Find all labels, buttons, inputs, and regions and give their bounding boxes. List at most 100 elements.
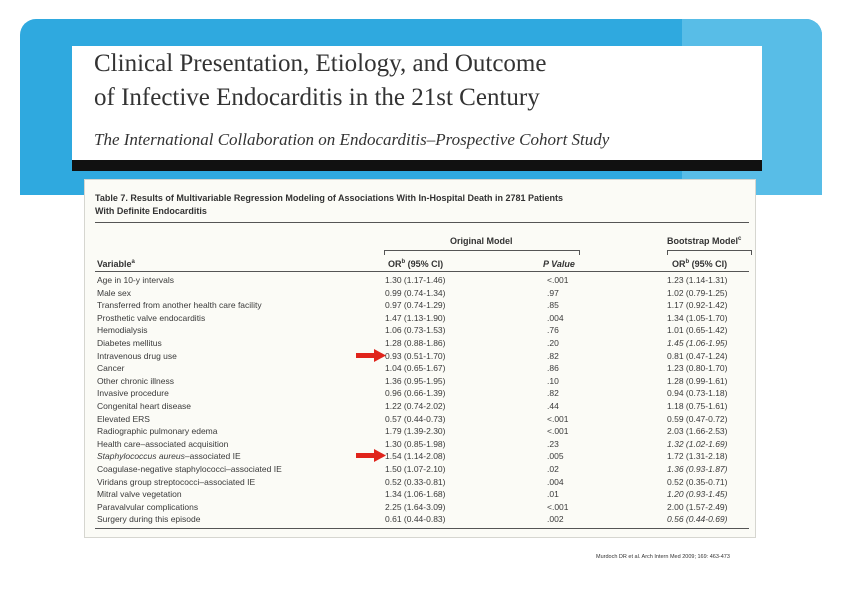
- cell-variable-text: Invasive procedure: [97, 388, 169, 399]
- cell-or: 1.36 (0.95-1.95): [385, 375, 446, 386]
- cell-bootstrap-or: 1.18 (0.75-1.61): [667, 401, 728, 411]
- group-original-bracket: [384, 250, 580, 255]
- group-original-model: Original Model: [450, 236, 513, 246]
- cell-variable: Diabetes mellitus: [97, 338, 162, 348]
- cell-variable-text: Health care–associated acquisition: [97, 438, 229, 449]
- table-row: Radiographic pulmonary edema 1.79 (1.39-2…: [0, 426, 842, 438]
- article-title-line1: Clinical Presentation, Etiology, and Out…: [94, 50, 547, 77]
- cell-variable: Age in 10-y intervals: [97, 275, 174, 285]
- cell-bootstrap-or: 1.01 (0.65-1.42): [667, 325, 728, 336]
- cell-or: 0.61 (0.44-0.83): [385, 514, 446, 525]
- table-row: Prosthetic valve endocarditis 1.47 (1.13-…: [0, 313, 842, 325]
- cell-or: 0.96 (0.66-1.39): [385, 388, 446, 399]
- cell-bootstrap-or: 0.59 (0.47-0.72): [667, 413, 728, 424]
- cell-bootstrap-or: 2.00 (1.57-2.49): [667, 501, 728, 512]
- cell-variable: Other chronic illness: [97, 376, 174, 386]
- table-row: Health care–associated acquisition 1.30 (…: [0, 439, 842, 451]
- cell-p-value: <.001: [547, 275, 569, 285]
- cell-or: 1.04 (0.65-1.67): [385, 363, 446, 374]
- cell-or: 1.54 (1.14-2.08): [385, 451, 446, 462]
- cell-variable-text: Viridans group streptococci–associated I…: [97, 476, 256, 487]
- cell-variable-text: Male sex: [97, 287, 132, 298]
- cell-bootstrap-or: 2.03 (1.66-2.53): [667, 426, 728, 437]
- col-or-label: OR: [388, 259, 402, 269]
- cell-bootstrap-or: 0.56 (0.44-0.69): [667, 514, 728, 525]
- cell-variable: Coagulase-negative staphylococci–associa…: [97, 464, 282, 474]
- table-row: Other chronic illness 1.36 (0.95-1.95) .10…: [0, 376, 842, 388]
- cell-bootstrap-or: 1.23 (0.80-1.70): [667, 363, 728, 374]
- col-variable-label: Variable: [97, 259, 132, 269]
- cell-p-value: .10: [547, 375, 559, 386]
- table-row: Mitral valve vegetation 1.34 (1.06-1.68).…: [0, 489, 842, 501]
- right-arrow-icon: [356, 449, 386, 462]
- cell-variable-text: Cancer: [97, 363, 125, 374]
- header-bottom-rule: [95, 271, 749, 272]
- cell-p-value: .20: [547, 338, 559, 348]
- table-caption-line2: With Definite Endocarditis: [95, 206, 207, 216]
- table-caption: Table 7. Results of Multivariable Regres…: [95, 192, 563, 218]
- table-row: Male sex 0.99 (0.74-1.34) .97 1.02 (0.79-1.…: [0, 288, 842, 300]
- cell-or: 1.22 (0.74-2.02): [385, 401, 446, 411]
- cell-variable: Staphylococcus aureus–associated IE: [97, 451, 241, 461]
- cell-variable-text: Prosthetic valve endocarditis: [97, 312, 206, 323]
- table-caption-line1: Table 7. Results of Multivariable Regres…: [95, 193, 564, 203]
- table-row: Hemodialysis 1.06 (0.73-1.53) .76 1.01 (0.6…: [0, 325, 842, 337]
- cell-variable: Male sex: [97, 288, 131, 298]
- cell-bootstrap-or: 1.32 (1.02-1.69): [667, 438, 728, 449]
- cell-bootstrap-or: 1.36 (0.93-1.87): [667, 464, 728, 474]
- cell-variable-text: Age in 10-y intervals: [97, 275, 175, 285]
- cell-variable: Invasive procedure: [97, 388, 169, 398]
- cell-p-value: .44: [547, 401, 559, 411]
- cell-variable-text: Other chronic illness: [97, 375, 175, 386]
- cell-p-value: <.001: [547, 501, 569, 512]
- cell-or: 1.30 (0.85-1.98): [385, 438, 446, 449]
- cell-p-value: .005: [547, 451, 564, 462]
- cell-bootstrap-or: 1.23 (1.14-1.31): [667, 275, 728, 285]
- table-row: Diabetes mellitus 1.28 (0.88-1.86) .20 1.45…: [0, 338, 842, 350]
- cell-p-value: .01: [547, 489, 559, 500]
- cell-p-value: .97: [547, 287, 559, 298]
- cell-bootstrap-or: 1.45 (1.06-1.95): [667, 338, 728, 348]
- cell-variable-text: Paravalvular complications: [97, 501, 199, 512]
- cell-or: 1.30 (1.17-1.46): [385, 275, 446, 285]
- cell-bootstrap-or: 0.81 (0.47-1.24): [667, 350, 728, 361]
- cell-variable-text: Congenital heart disease: [97, 401, 192, 411]
- table-row: Viridans group streptococci–associated I…: [0, 477, 842, 489]
- cell-bootstrap-or: 1.72 (1.31-2.18): [667, 451, 728, 462]
- col-p-value: P Value: [543, 259, 575, 269]
- col-bootstrap-or: ORb (95% CI): [672, 259, 727, 269]
- col-b-or-label: OR: [672, 259, 686, 269]
- cell-bootstrap-or: 1.34 (1.05-1.70): [667, 312, 728, 323]
- cell-variable: Elevated ERS: [97, 414, 150, 424]
- cell-variable-text: Intravenous drug use: [97, 350, 177, 361]
- cell-p-value: .82: [547, 388, 559, 399]
- table-row: Surgery during this episode 0.61 (0.44-0.…: [0, 514, 842, 526]
- cell-or: 1.28 (0.88-1.86): [385, 338, 446, 348]
- table-row: Age in 10-y intervals 1.30 (1.17-1.46) <.0…: [0, 275, 842, 287]
- cell-variable: Congenital heart disease: [97, 401, 191, 411]
- cell-or: 0.97 (0.74-1.29): [385, 300, 446, 311]
- group-bootstrap-bracket: [667, 250, 752, 255]
- table-row: Cancer 1.04 (0.65-1.67) .86 1.23 (0.80-1.70…: [0, 363, 842, 375]
- table-row: Intravenous drug use 0.93 (0.51-1.70) .82 0…: [0, 351, 842, 363]
- cell-or: 1.47 (1.13-1.90): [385, 312, 446, 323]
- col-or-sup: b: [401, 259, 406, 265]
- cell-variable-text: –associated IE: [184, 451, 241, 462]
- cell-bootstrap-or: 0.52 (0.35-0.71): [667, 476, 728, 487]
- cell-or: 0.99 (0.74-1.34): [385, 287, 446, 298]
- cell-variable: Hemodialysis: [97, 325, 148, 335]
- cell-variable: Intravenous drug use: [97, 351, 177, 361]
- cell-p-value: .004: [547, 312, 564, 323]
- cell-p-value: .82: [547, 350, 559, 361]
- cell-or: 1.79 (1.39-2.30): [385, 426, 446, 437]
- cell-or: 0.52 (0.33-0.81): [385, 476, 446, 487]
- cell-variable: Paravalvular complications: [97, 502, 198, 512]
- cell-variable-text: Mitral valve vegetation: [97, 489, 182, 500]
- cell-p-value: .85: [547, 300, 559, 311]
- cell-p-value: .004: [547, 476, 564, 487]
- cell-variable: Cancer: [97, 363, 124, 373]
- cell-or: 0.93 (0.51-1.70): [385, 350, 446, 361]
- cell-or: 0.57 (0.44-0.73): [385, 413, 446, 424]
- table-bottom-rule: [95, 528, 749, 529]
- article-subtitle: The International Collaboration on Endoc…: [94, 130, 610, 149]
